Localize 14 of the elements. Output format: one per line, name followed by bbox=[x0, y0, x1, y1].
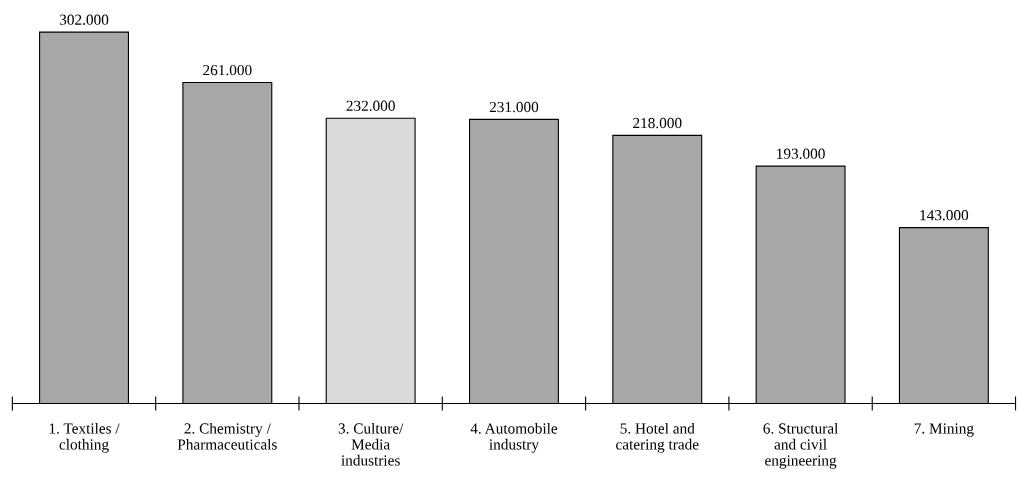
data-label: 231.000 bbox=[489, 101, 539, 113]
data-label: 232.000 bbox=[346, 100, 395, 111]
data-label: 143.000 bbox=[920, 210, 969, 221]
data-label: 218.000 bbox=[633, 117, 682, 129]
x-tick-label: 2. Chemistry / Pharmaceuticals bbox=[177, 422, 277, 450]
x-tick-label: 4. Automobile industry bbox=[470, 422, 558, 453]
x-tick-label: 3. Culture/ Media industries bbox=[338, 422, 404, 466]
data-label: 261.000 bbox=[203, 64, 252, 76]
data-label: 302.000 bbox=[59, 14, 109, 25]
x-tick-label: 6. Structural and civil engineering bbox=[763, 422, 839, 469]
data-label: 193.000 bbox=[777, 148, 825, 159]
x-tick-label: 1. Textiles / clothing bbox=[49, 422, 120, 453]
x-tick-label: 5. Hotel and catering trade bbox=[616, 422, 699, 453]
x-tick-label: 7. Mining bbox=[914, 423, 974, 437]
